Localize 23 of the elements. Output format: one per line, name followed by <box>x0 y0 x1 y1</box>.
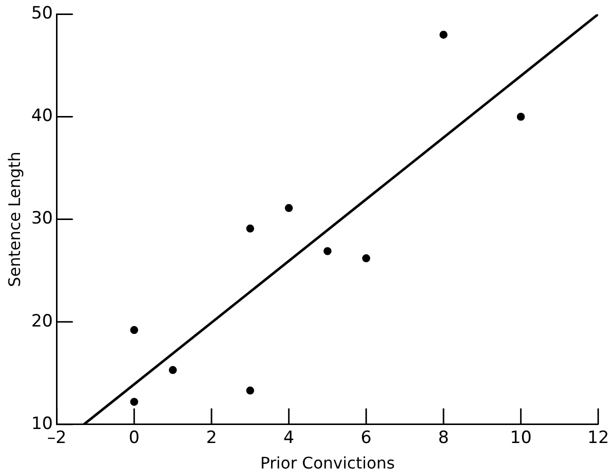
x-tick-label: 8 <box>438 428 449 448</box>
y-tick-label: 30 <box>31 208 53 229</box>
point <box>246 386 254 395</box>
x-tick-label: 2 <box>206 428 217 448</box>
y-axis-title: Sentence Length <box>4 152 24 287</box>
y-tick-label: 20 <box>31 311 53 332</box>
point <box>284 204 293 212</box>
y-tick-label: 50 <box>31 4 53 24</box>
point <box>130 326 138 334</box>
x-axis-title: Prior Convictions <box>260 454 395 473</box>
point <box>440 30 448 39</box>
point <box>324 247 332 256</box>
x-tick-label: 12 <box>587 428 610 448</box>
x-tick-label: 0 <box>128 428 140 448</box>
x-tick-label: 6 <box>360 428 372 448</box>
point <box>516 112 525 121</box>
y-tick-label: 40 <box>31 106 53 126</box>
x-tick-label: 10 <box>510 428 532 448</box>
point <box>246 224 254 233</box>
point <box>168 366 177 374</box>
x-tick-label: 4 <box>283 428 294 448</box>
point <box>362 254 370 262</box>
point <box>130 398 138 406</box>
